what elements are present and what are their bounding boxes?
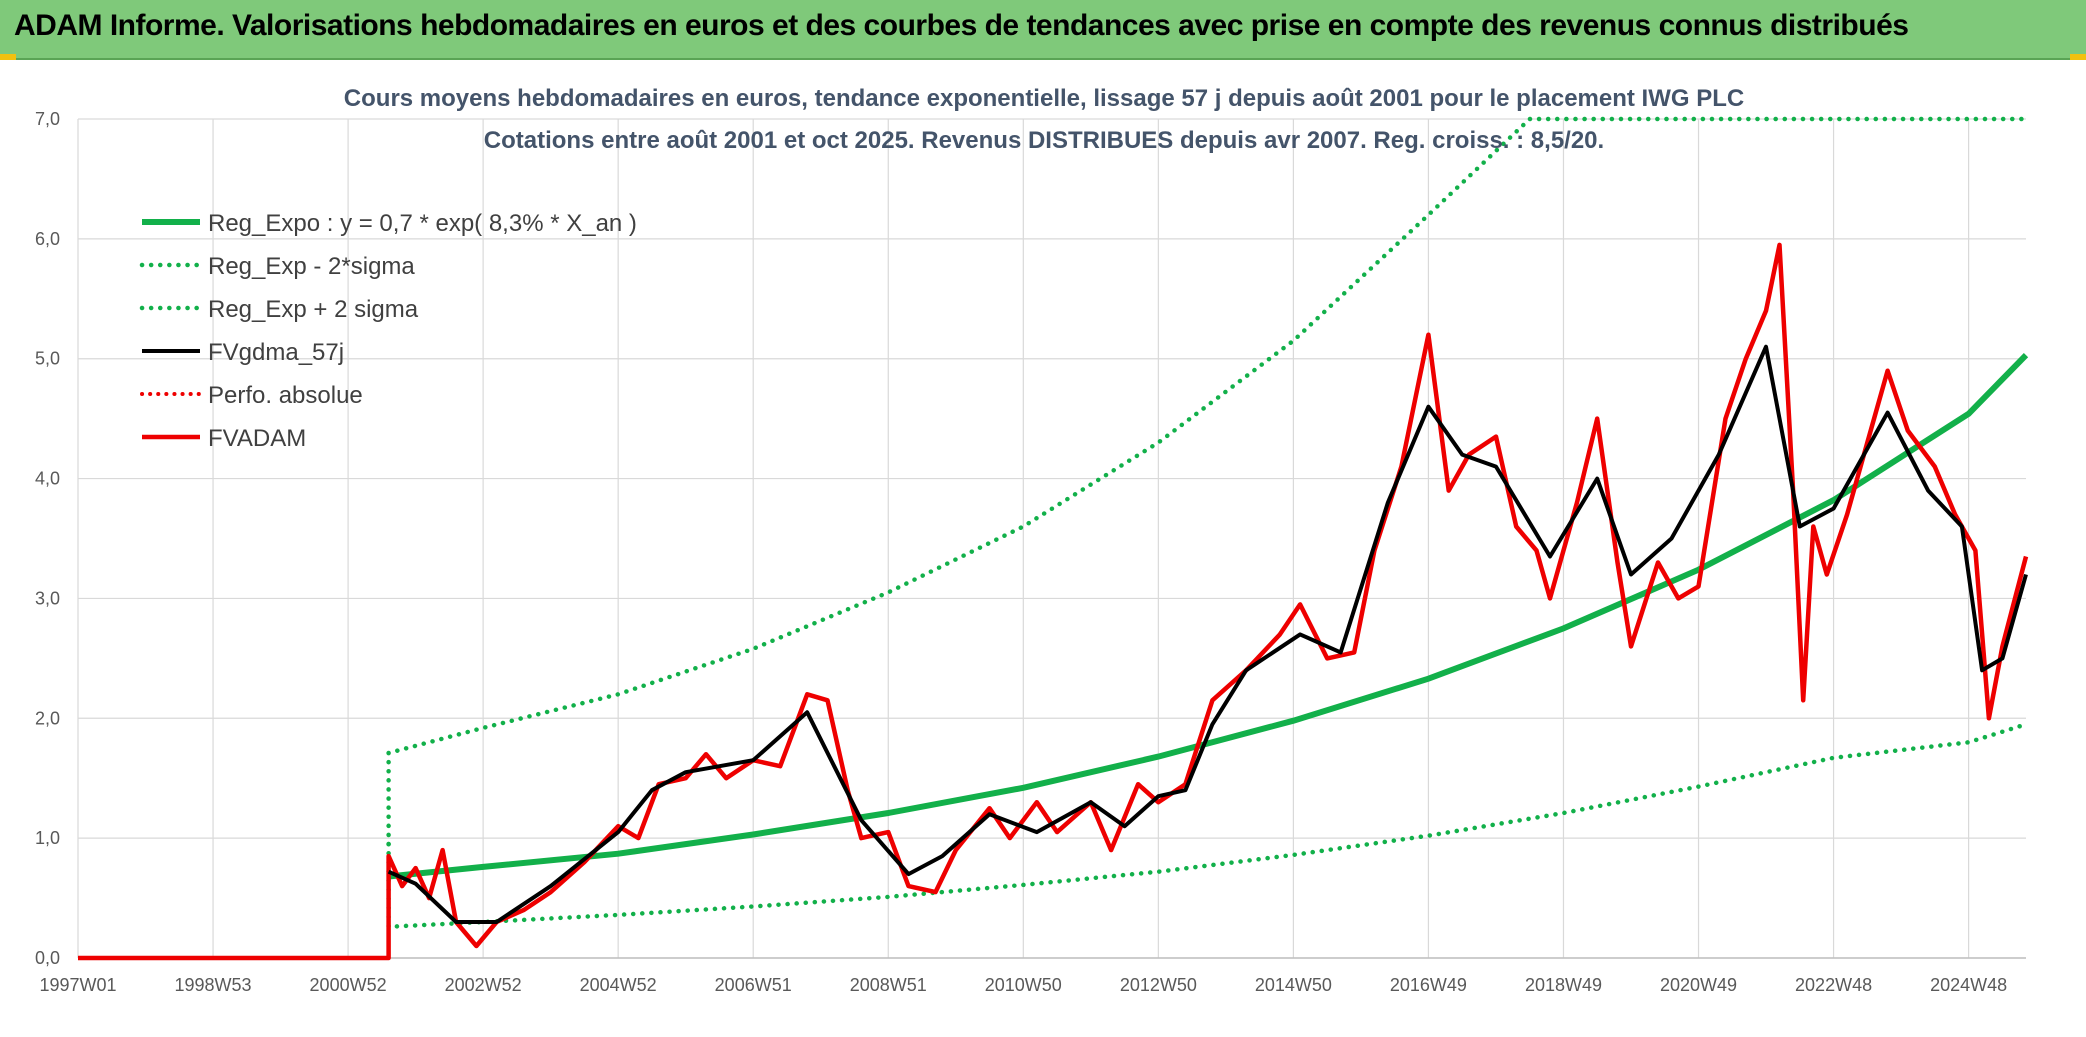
y-tick-label: 3,0 [35,588,60,608]
y-axis: 0,0 1,0 2,0 3,0 4,0 5,0 6,0 7,0 [35,109,60,968]
chart-title: Cours moyens hebdomadaires en euros, ten… [344,85,1744,112]
legend-label-5: FVADAM [208,425,306,452]
series-line-1 [386,722,2029,930]
y-tick-label: 7,0 [35,109,60,129]
x-tick-label: 2012W50 [1120,975,1197,995]
x-tick-label: 2004W52 [580,975,657,995]
x-tick-label: 2010W50 [985,975,1062,995]
chart: 0,0 1,0 2,0 3,0 4,0 5,0 6,0 7,0 1997W01 1998W53 2… [0,60,2086,1037]
legend-label-2: Reg_Exp + 2 sigma [208,296,419,323]
series-line-2 [386,116,2029,847]
chart-background [0,60,2086,1037]
x-tick-label: 1997W01 [39,975,116,995]
header-banner: ADAM Informe. Valorisations hebdomadaire… [0,0,2086,60]
corner-mark-left [0,54,16,60]
series-line-5 [78,242,2029,961]
x-tick-label: 2024W48 [1930,975,2007,995]
y-tick-label: 4,0 [35,469,60,489]
chart-subtitle: Cotations entre août 2001 et oct 2025. R… [484,127,1604,154]
x-tick-label: 2018W49 [1525,975,1602,995]
grid [77,118,2026,959]
y-tick-label: 6,0 [35,229,60,249]
legend-label-1: Reg_Exp - 2*sigma [208,253,415,280]
x-tick-label: 2008W51 [850,975,927,995]
x-tick-label: 2016W49 [1390,975,1467,995]
y-tick-label: 2,0 [35,708,60,728]
series-line-3 [387,344,2028,924]
x-tick-label: 2000W52 [310,975,387,995]
x-tick-label: 1998W53 [175,975,252,995]
legend-label-4: Perfo. absolue [208,382,363,409]
legend: Reg_Expo : y = 0,7 * exp( 8,3% * X_an ) R… [139,210,637,452]
x-axis: 1997W01 1998W53 2000W52 2002W52 2004W52 2006W… [39,975,2007,995]
series-lines [78,116,2029,961]
x-tick-label: 2020W49 [1660,975,1737,995]
page-title: ADAM Informe. Valorisations hebdomadaire… [14,9,1909,42]
x-tick-label: 2006W51 [715,975,792,995]
x-tick-label: 2002W52 [445,975,522,995]
y-tick-label: 5,0 [35,349,60,369]
x-tick-label: 2014W50 [1255,975,1332,995]
series-line-0 [388,353,2029,880]
legend-label-3: FVgdma_57j [208,339,344,366]
x-tick-label: 2022W48 [1795,975,1872,995]
y-tick-label: 0,0 [35,948,60,968]
y-tick-label: 1,0 [35,828,60,848]
legend-label-0: Reg_Expo : y = 0,7 * exp( 8,3% * X_an ) [208,210,637,237]
corner-mark-right [2070,54,2086,60]
